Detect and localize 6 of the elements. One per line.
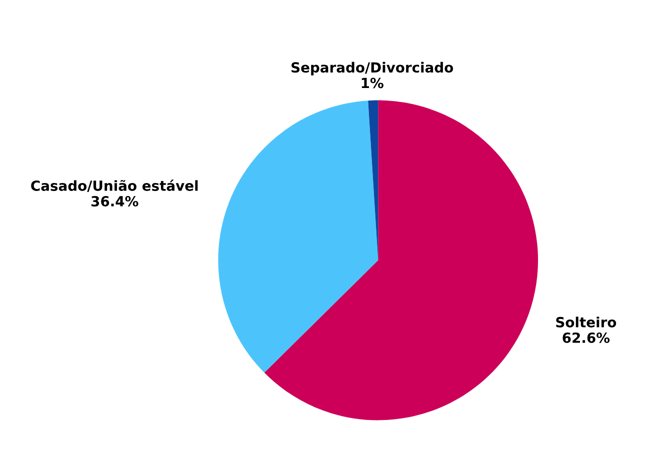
slice-label: Casado/União estável [31,180,198,192]
slice-label: Separado/Divorciado [292,62,454,76]
slice-label: Solteiro [556,316,616,328]
data-label: 62.6% [562,332,610,343]
data-label: 1% [362,78,384,88]
data-label: 36.4% [91,196,138,207]
